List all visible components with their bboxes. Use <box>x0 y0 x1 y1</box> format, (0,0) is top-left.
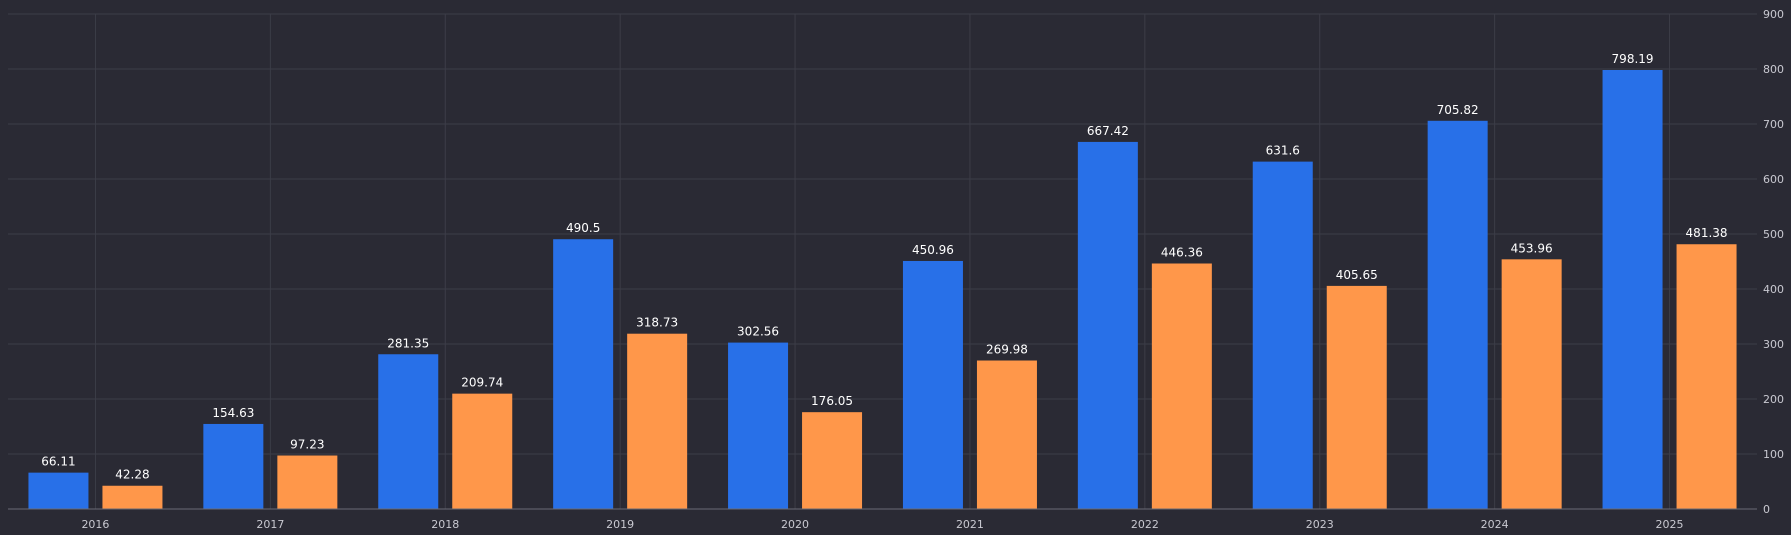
data-label: 798.19 <box>1612 52 1654 66</box>
bar-series-1 <box>378 354 439 509</box>
data-label: 42.28 <box>115 468 149 482</box>
y-tick-label: 600 <box>1763 173 1784 186</box>
x-tick-label: 2024 <box>1481 518 1509 531</box>
x-tick-label: 2018 <box>431 518 459 531</box>
bar-series-2 <box>976 360 1037 509</box>
data-label: 281.35 <box>387 336 429 350</box>
bar-series-1 <box>902 260 963 509</box>
data-label: 667.42 <box>1087 124 1129 138</box>
bar-series-2 <box>1676 244 1737 509</box>
data-label: 481.38 <box>1686 226 1728 240</box>
data-label: 269.98 <box>986 343 1028 357</box>
y-tick-label: 900 <box>1763 8 1784 21</box>
y-tick-label: 500 <box>1763 228 1784 241</box>
x-tick-label: 2023 <box>1306 518 1334 531</box>
data-label: 97.23 <box>290 438 324 452</box>
x-tick-label: 2021 <box>956 518 984 531</box>
grid-lines <box>8 13 1757 509</box>
y-tick-label: 800 <box>1763 63 1784 76</box>
data-label: 631.6 <box>1266 144 1300 158</box>
bar-series-1 <box>1077 141 1138 509</box>
data-label: 705.82 <box>1437 103 1479 117</box>
bars <box>28 69 1737 510</box>
y-tick-label: 700 <box>1763 118 1784 131</box>
data-label: 176.05 <box>811 394 853 408</box>
bar-series-2 <box>1501 259 1562 509</box>
data-label: 66.11 <box>41 455 75 469</box>
x-tick-label: 2022 <box>1131 518 1159 531</box>
data-label: 446.36 <box>1161 246 1203 260</box>
bar-series-2 <box>627 333 688 509</box>
x-tick-label: 2020 <box>781 518 809 531</box>
bar-series-1 <box>1602 69 1663 510</box>
bar-series-2 <box>1326 285 1387 509</box>
data-labels: 66.11 154.63 281.35 490.5 302.56 450.96 667.42… <box>41 52 1727 482</box>
x-tick-label: 2019 <box>606 518 634 531</box>
y-tick-label: 100 <box>1763 448 1784 461</box>
bar-series-2 <box>452 393 513 509</box>
x-tick-label: 2016 <box>81 518 109 531</box>
y-tick-label: 400 <box>1763 283 1784 296</box>
bar-series-1 <box>203 423 264 509</box>
y-tick-label: 0 <box>1763 503 1770 516</box>
data-label: 209.74 <box>461 376 503 390</box>
data-label: 490.5 <box>566 221 600 235</box>
data-label: 302.56 <box>737 325 779 339</box>
bar-series-1 <box>28 472 89 509</box>
data-label: 154.63 <box>212 406 254 420</box>
bar-series-1 <box>553 239 614 509</box>
data-label: 318.73 <box>636 316 678 330</box>
x-tick-label: 2025 <box>1656 518 1684 531</box>
bar-series-2 <box>1151 263 1212 509</box>
bar-series-2 <box>802 412 863 509</box>
y-tick-label: 200 <box>1763 393 1784 406</box>
data-label: 453.96 <box>1511 241 1553 255</box>
bar-series-1 <box>1252 161 1313 509</box>
bar-series-1 <box>1427 120 1488 509</box>
bar-series-2 <box>102 485 163 509</box>
axes: 0 100 200 300 400 500 600 700 800 900 2016 2017 2018… <box>8 8 1784 531</box>
y-tick-label: 300 <box>1763 338 1784 351</box>
x-tick-label: 2017 <box>256 518 284 531</box>
data-label: 450.96 <box>912 243 954 257</box>
data-label: 405.65 <box>1336 268 1378 282</box>
bar-series-2 <box>277 455 338 509</box>
bar-series-1 <box>728 342 789 509</box>
